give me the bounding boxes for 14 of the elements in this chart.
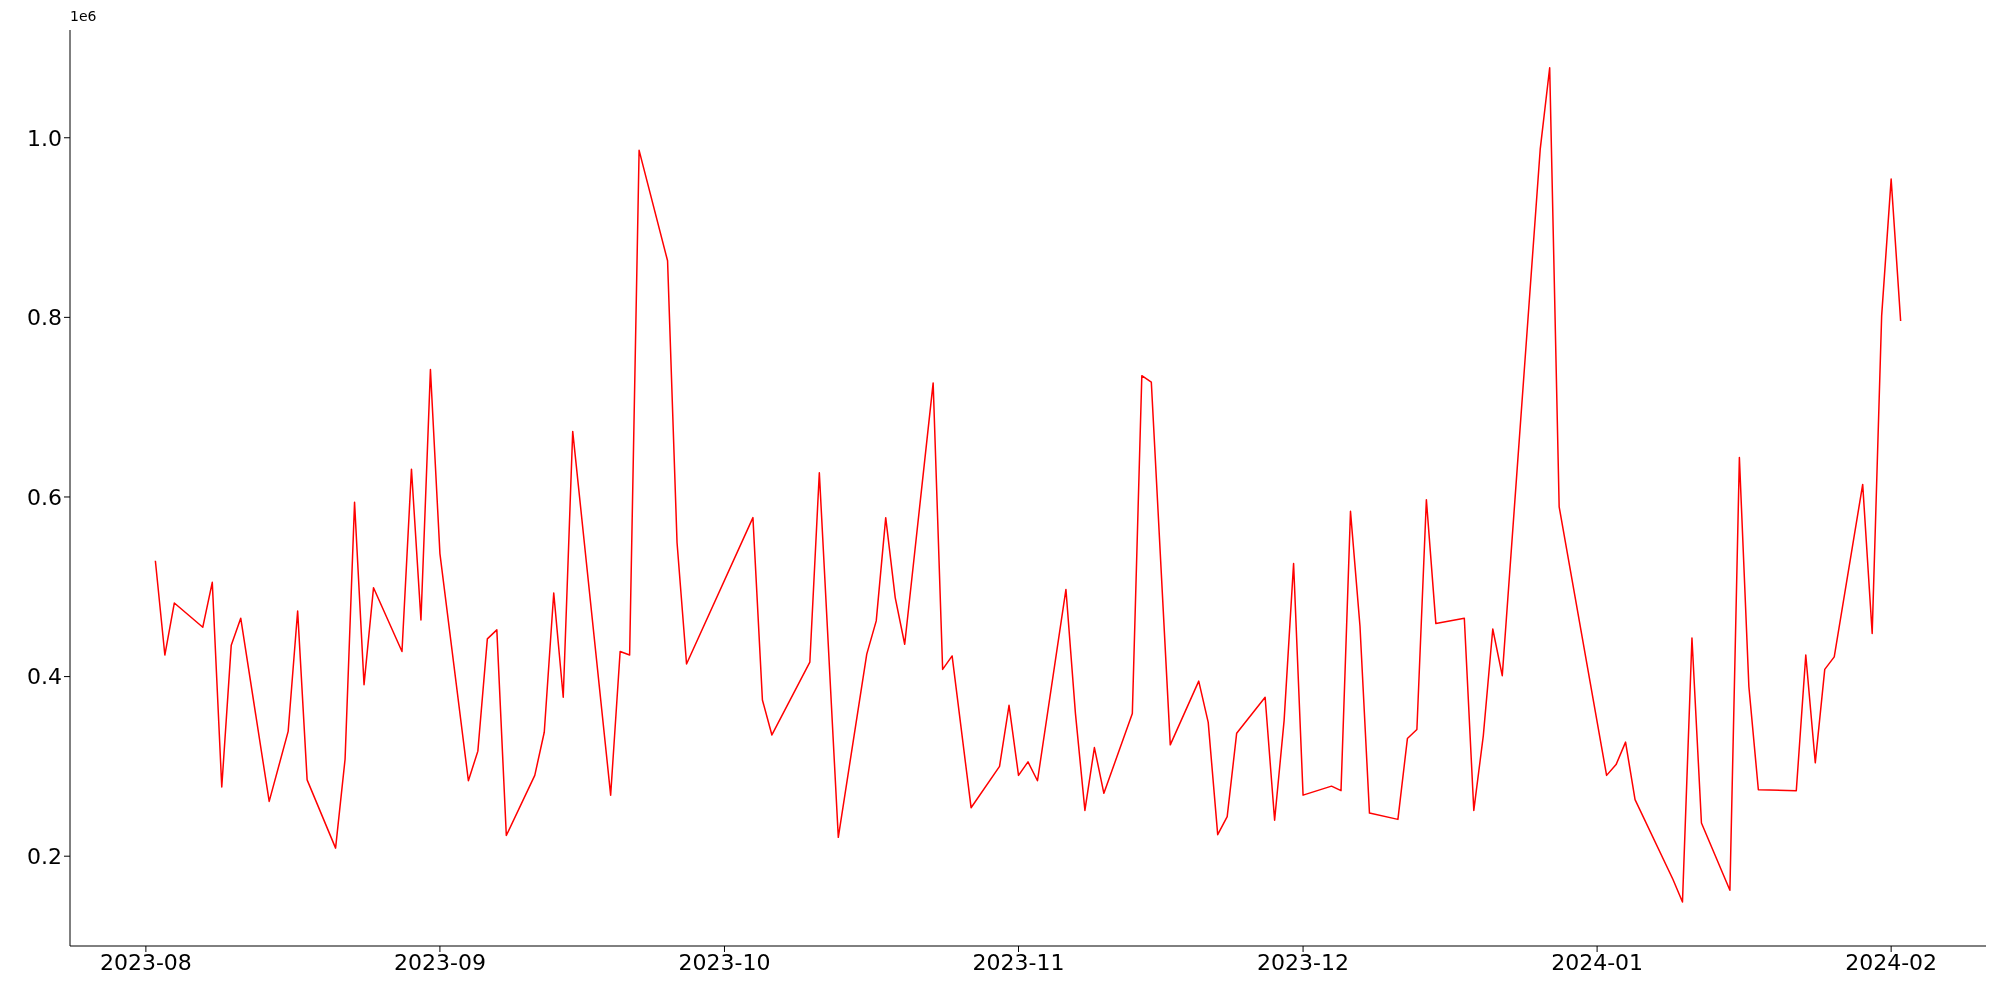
x-tick-label: 2024-02 — [1845, 949, 1938, 975]
x-tick-label: 2024-01 — [1551, 949, 1644, 975]
x-tick-label: 2023-10 — [678, 949, 771, 975]
y-tick-label: 0.4 — [27, 664, 62, 690]
x-tick-label: 2023-08 — [99, 949, 192, 975]
text: 1e6 — [70, 8, 97, 24]
x-tick-label: 2023-11 — [972, 949, 1065, 975]
y-tick-label: 0.2 — [27, 844, 62, 870]
line-series — [154, 66, 1902, 903]
x-tick-label: 2023-09 — [393, 949, 486, 975]
y-tick-label: 1.0 — [27, 125, 62, 151]
y-tick-label: 0.6 — [27, 484, 62, 510]
x-tick-label: 2023-12 — [1257, 949, 1350, 975]
y-tick-label: 0.8 — [27, 305, 62, 331]
